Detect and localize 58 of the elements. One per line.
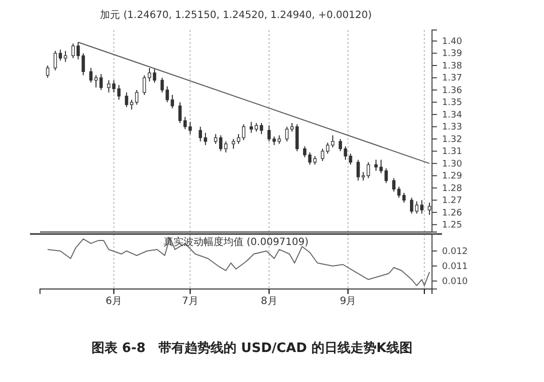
text: 图表 6-8 带有趋势线的 USD/CAD 的日线走势K线图 — [92, 340, 412, 356]
x-tick-label: 6月 — [106, 296, 122, 308]
y-tick-label: 1.35 — [442, 98, 462, 108]
candlestick — [285, 126, 289, 142]
candlestick — [260, 122, 264, 135]
candlestick — [428, 202, 432, 216]
y-tick-label: 1.40 — [442, 36, 462, 47]
y-tick-label: 0.011 — [442, 262, 468, 272]
line-series — [47, 236, 430, 286]
candlestick — [392, 178, 396, 192]
y-tick-label: 1.31 — [442, 147, 462, 158]
candlestick — [338, 138, 342, 152]
candlestick — [232, 138, 236, 150]
y-tick-label: 1.32 — [442, 134, 462, 145]
candlestick — [204, 132, 208, 146]
y-tick-label: 0.010 — [442, 276, 468, 287]
y-tick-label: 1.34 — [442, 110, 462, 120]
candlestick — [402, 192, 406, 204]
candlestick — [188, 121, 192, 135]
y-tick-label: 1.28 — [442, 184, 462, 194]
candlestick — [198, 126, 202, 142]
candlestick — [183, 116, 187, 130]
y-tick-label: 1.30 — [442, 159, 462, 170]
y-tick-label: 1.26 — [442, 208, 462, 218]
candlestick — [242, 124, 246, 141]
candlestick — [94, 74, 98, 88]
candlestick — [295, 124, 299, 152]
y-tick-label: 1.29 — [442, 172, 462, 182]
candlestick — [117, 84, 121, 100]
y-tick-label: 1.37 — [442, 74, 462, 84]
candlestick — [384, 168, 388, 184]
y-tick-label: 1.39 — [442, 49, 462, 60]
y-tick-label: 1.25 — [442, 220, 462, 231]
candlestick — [374, 159, 378, 172]
y-tick-label: 1.38 — [442, 61, 462, 72]
candlestick — [236, 134, 240, 144]
y-tick-label: 1.33 — [442, 122, 462, 133]
candlestick — [46, 65, 50, 78]
candlestick — [71, 42, 75, 59]
x-tick-label: 8月 — [260, 296, 278, 308]
candlestick — [99, 74, 103, 90]
y-tick-label: 1.36 — [442, 86, 462, 96]
candlestick — [344, 146, 348, 160]
candlestick — [148, 67, 152, 82]
candlestick — [152, 68, 156, 84]
candlestick — [124, 92, 128, 108]
y-tick-label: 1.27 — [442, 196, 462, 206]
x-tick-label: 7月 — [182, 296, 198, 308]
candlestick — [89, 67, 93, 84]
candlestick — [348, 153, 352, 166]
candlestick — [142, 74, 146, 96]
chart-title: 加元 (1.24670, 1.25150, 1.24520, 1.24940, +0.00120) — [100, 9, 372, 21]
candlestick — [64, 50, 68, 62]
candlestick — [178, 102, 182, 124]
candlestick — [267, 124, 271, 142]
x-tick-label: 9月 — [340, 296, 356, 308]
candlestick — [320, 148, 324, 162]
y-tick-label: 0.012 — [442, 246, 468, 257]
